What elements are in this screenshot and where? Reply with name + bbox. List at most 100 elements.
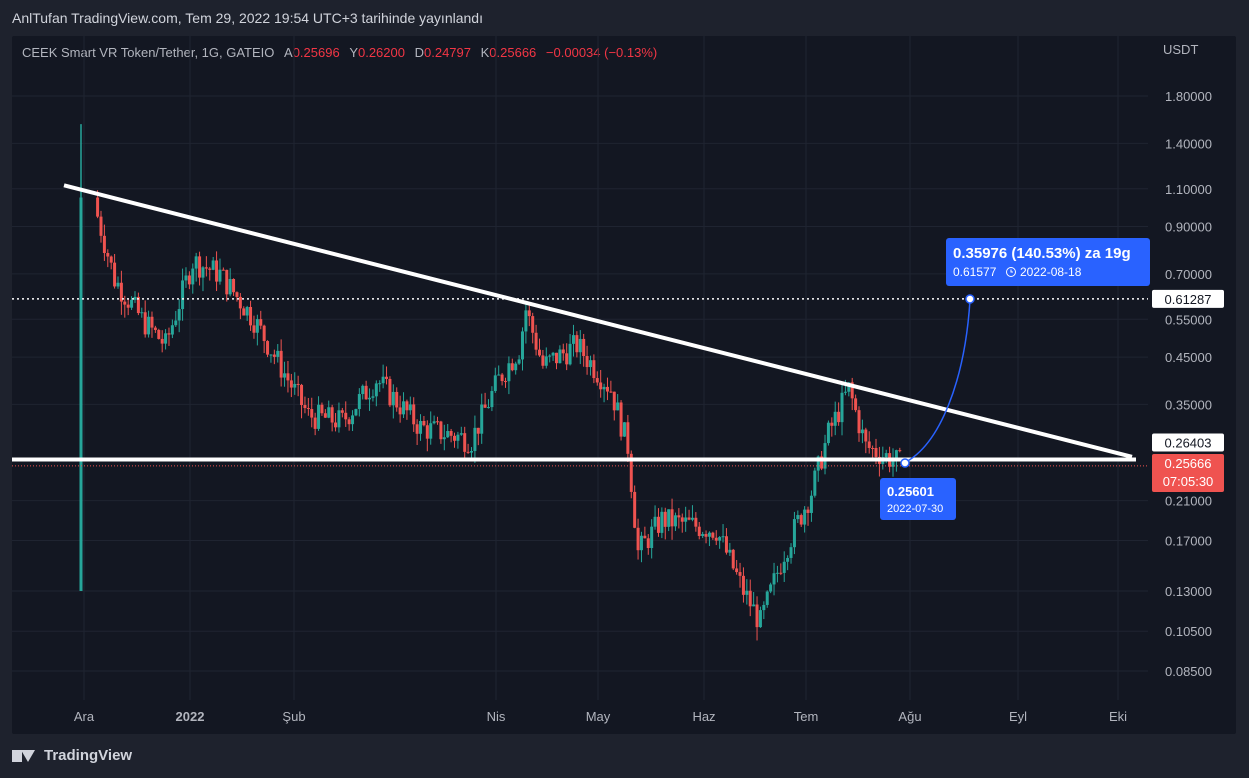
candle-body: [582, 338, 586, 357]
chart-frame[interactable]: [12, 36, 1236, 734]
candle-body: [463, 433, 467, 452]
descending-trendline[interactable]: [63, 183, 1133, 459]
clock-hand: [1010, 269, 1013, 273]
candle-body: [670, 509, 674, 527]
y-tick-label: 0.17000: [1165, 533, 1212, 548]
open-label: A: [284, 45, 293, 60]
candle-body: [453, 435, 457, 441]
candle-body: [470, 451, 474, 453]
projection-label-box: [946, 238, 1150, 286]
currency-unit: USDT: [1163, 42, 1199, 57]
candle-body: [704, 534, 708, 537]
target-price-tag-box: [1152, 289, 1224, 308]
candle-body: [490, 391, 494, 408]
candle-body: [823, 443, 827, 469]
projection-price: 0.61577: [953, 265, 997, 279]
candle-body: [116, 282, 120, 287]
candle-body: [232, 278, 236, 293]
candle-body: [157, 329, 161, 339]
candle-body: [548, 355, 552, 357]
symbol-title: CEEK Smart VR Token/Tether, 1G, GATEIO: [22, 45, 275, 60]
candle-body: [568, 343, 572, 365]
candle-body: [102, 235, 106, 254]
candle-body: [96, 197, 100, 217]
symbol-legend: CEEK Smart VR Token/Tether, 1G, GATEIO A…: [22, 45, 657, 60]
candle-body: [561, 349, 565, 354]
candle-body: [752, 604, 756, 607]
y-tick-label: 0.08500: [1165, 664, 1212, 679]
support-price-tag: 0.26403: [1165, 436, 1212, 451]
y-tick-label: 0.10500: [1165, 624, 1212, 639]
candle-body: [109, 256, 113, 263]
projection-end-point[interactable]: [965, 294, 975, 304]
candle-body: [425, 425, 429, 439]
candle-body: [602, 386, 606, 390]
candle-body: [667, 509, 671, 527]
candle-body: [218, 269, 222, 282]
candle-body: [724, 536, 728, 553]
candle-body: [167, 333, 171, 335]
candle-body: [262, 325, 266, 342]
candle-body: [164, 333, 168, 344]
x-tick-label: Ağu: [898, 709, 921, 724]
candle-body: [636, 527, 640, 551]
candle-body: [449, 431, 453, 436]
candle-body: [826, 422, 830, 444]
candle-body: [456, 434, 460, 441]
projection-start-point[interactable]: [900, 458, 910, 468]
candle-body: [211, 260, 215, 270]
candle-body: [809, 495, 813, 513]
y-tick-label: 0.90000: [1165, 220, 1212, 235]
candle-body: [119, 282, 123, 302]
x-tick-label: 2022: [176, 709, 205, 724]
candle-body: [748, 590, 752, 607]
candle-body: [429, 423, 433, 439]
candle-body: [738, 572, 742, 576]
candle-body: [442, 437, 446, 440]
high-value: 0.26200: [357, 45, 405, 60]
candle-body: [762, 604, 766, 611]
tradingview-footer: TradingView: [12, 747, 132, 764]
candle-body: [364, 385, 368, 400]
candle-body: [735, 568, 739, 573]
candle-body: [446, 431, 450, 438]
candle-body: [170, 325, 174, 335]
x-tick-label: Tem: [794, 709, 819, 724]
candle-body: [616, 402, 620, 411]
last-price-tag-box: [1152, 454, 1224, 492]
candle-body: [660, 511, 664, 533]
candle-body: [371, 396, 375, 398]
clock-icon: [1006, 267, 1016, 277]
countdown-tag: 07:05:30: [1163, 474, 1214, 489]
candle-body: [252, 325, 256, 333]
candle-body: [279, 350, 283, 378]
x-tick-label: Nis: [487, 709, 506, 724]
candle-body: [483, 404, 487, 408]
candle-body: [310, 409, 314, 418]
candle-body: [701, 534, 705, 536]
candle-body: [198, 256, 202, 278]
candle-body: [894, 450, 898, 461]
low-label: D: [414, 45, 424, 60]
candle-body: [619, 402, 623, 437]
candle-body: [235, 292, 239, 297]
candle-body: [758, 610, 762, 628]
candle-body: [351, 415, 355, 425]
candle-body: [650, 526, 654, 549]
candle-body: [143, 312, 147, 335]
candle-body: [639, 535, 643, 551]
candle-body: [300, 384, 304, 406]
candle-body: [599, 382, 603, 390]
candle-body: [782, 561, 786, 573]
candle-body: [769, 584, 773, 592]
candle-body: [707, 532, 711, 537]
candle-body: [820, 456, 824, 469]
candle-body: [497, 374, 501, 376]
projection-path[interactable]: [903, 299, 971, 464]
support-price-tag-box: [1152, 433, 1224, 452]
candle-body: [106, 253, 110, 257]
candle-body: [721, 536, 725, 538]
candle-body: [272, 354, 276, 357]
candle-body: [745, 590, 749, 595]
